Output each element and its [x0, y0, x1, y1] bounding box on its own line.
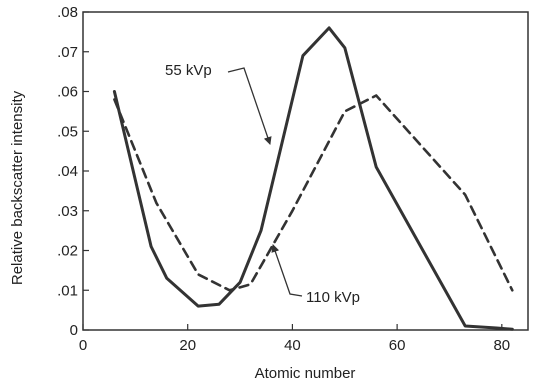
y-tick-label: .06: [57, 84, 78, 101]
y-tick-label: .08: [57, 4, 78, 21]
plot-frame: [82, 11, 529, 331]
series-line-55-kvp: [112, 26, 514, 331]
plot-border: [82, 11, 529, 331]
x-tick-label: 0: [79, 337, 87, 354]
series-line-110-kvp: [113, 94, 514, 292]
annotation-leader: [227, 67, 272, 145]
x-tick-label: 60: [389, 337, 406, 354]
x-axis-title: Atomic number: [255, 365, 356, 382]
y-tick-label: .03: [57, 203, 78, 220]
series-annotation-label: 110 kVp: [306, 289, 360, 306]
x-axis-ticks: 0 20 40 60 80: [79, 324, 510, 354]
y-tick-label: .01: [57, 282, 78, 299]
y-tick-label: .07: [57, 44, 78, 61]
y-tick-label: .02: [57, 243, 78, 260]
y-axis-title: Relative backscatter intensity: [9, 90, 26, 285]
series-annotation-label: 55 kVp: [165, 62, 212, 79]
y-tick-label: .04: [57, 163, 78, 180]
series-annotations: 55 kVp 110 kVp: [165, 62, 360, 306]
annotation-leader: [271, 244, 303, 297]
y-tick-label: .05: [57, 123, 78, 140]
y-axis-ticks: 0 .01 .02 .03 .04 .05 .06 .07 .08: [57, 4, 89, 339]
x-tick-label: 80: [493, 337, 510, 354]
x-tick-label: 20: [179, 337, 196, 354]
y-tick-label: 0: [70, 322, 78, 339]
x-tick-label: 40: [284, 337, 301, 354]
series-lines: [112, 26, 514, 331]
